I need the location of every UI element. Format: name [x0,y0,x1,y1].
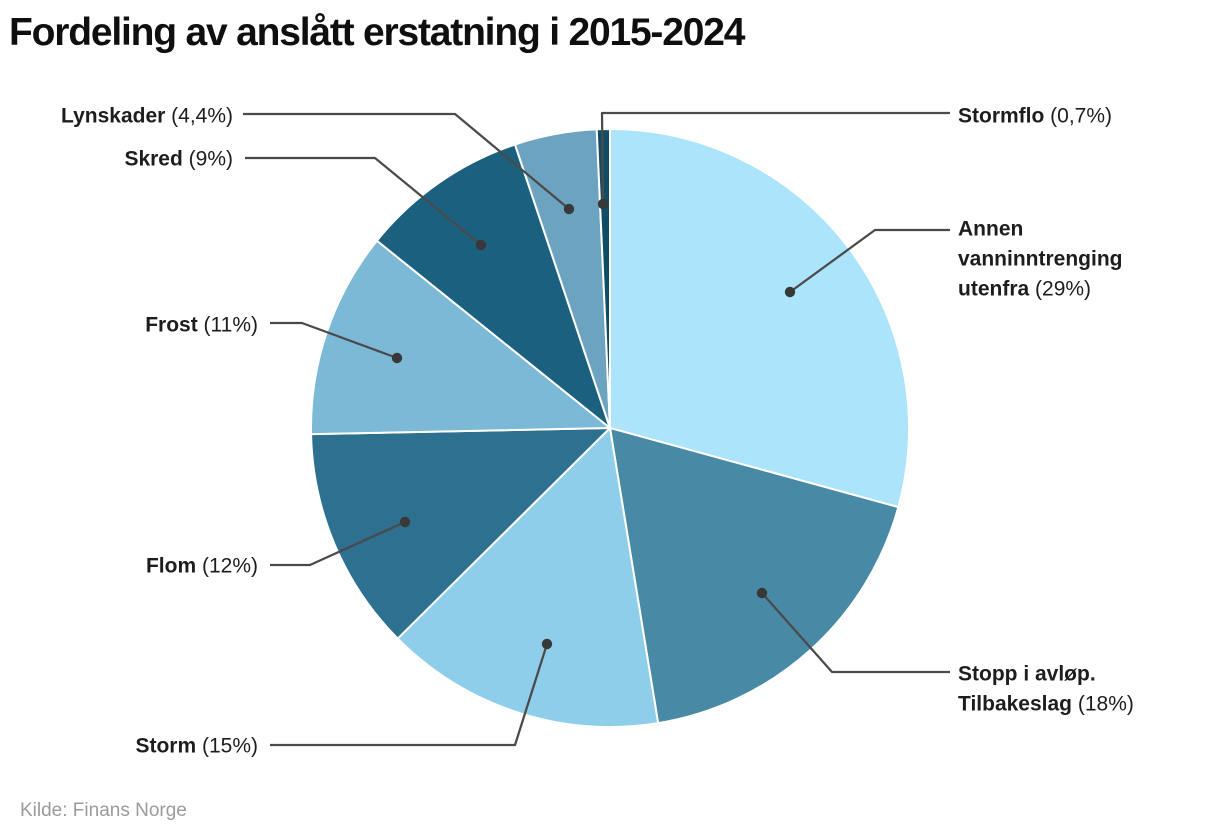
callout-line-lynskader [243,112,570,210]
callout-dot-stopp [756,587,768,599]
slice-label-stopp-line1: Stopp i avløp. [958,663,1096,686]
slice-label-annen-line3: utenfra (29%) [958,278,1091,301]
pie-slice-skred[interactable] [375,143,611,429]
slice-label-stopp-line2: Tilbakeslag (18%) [958,693,1134,716]
callout-dot-storm [541,638,553,650]
slice-label-annen-line1: Annen [958,218,1023,241]
callout-dot-annen [784,286,796,298]
chart-title: Fordeling av anslått erstatning i 2015-2… [9,11,745,54]
callout-line-storm [270,643,549,747]
callout-dot-lynskader [563,203,575,215]
slice-label-skred: Skred (9%) [124,148,233,171]
pie-slice-annen[interactable] [609,128,910,509]
callout-line-annen [789,228,950,293]
callout-dot-stormflo [597,198,609,210]
slice-label-frost: Frost (11%) [145,314,258,337]
pie-slice-stopp[interactable] [609,427,900,725]
pie-slices [310,127,910,728]
pie-slice-flom[interactable] [310,427,611,640]
callout-line-skred [245,156,482,246]
callout-connectors [243,111,950,747]
callout-line-frost [270,321,398,360]
callout-line-flom [270,520,406,567]
slice-label-stormflo: Stormflo (0,7%) [958,105,1112,128]
slice-labels: Annen vanninntrenging utenfra (29%) Stopp i… [61,105,1134,758]
callout-dot-flom [399,516,411,528]
callout-dot-skred [475,239,487,251]
callout-line-stormflo [600,111,950,205]
slice-label-annen-line2: vanninntrenging [958,248,1123,271]
slice-label-lynskader: Lynskader (4,4%) [61,105,233,128]
slice-label-storm: Storm (15%) [135,735,258,758]
callout-line-stopp [761,592,950,674]
source-credit: Kilde: Finans Norge [20,800,187,821]
slice-label-flom: Flom (12%) [146,555,258,578]
pie-slice-storm[interactable] [396,427,660,728]
callout-dot-frost [391,352,403,364]
